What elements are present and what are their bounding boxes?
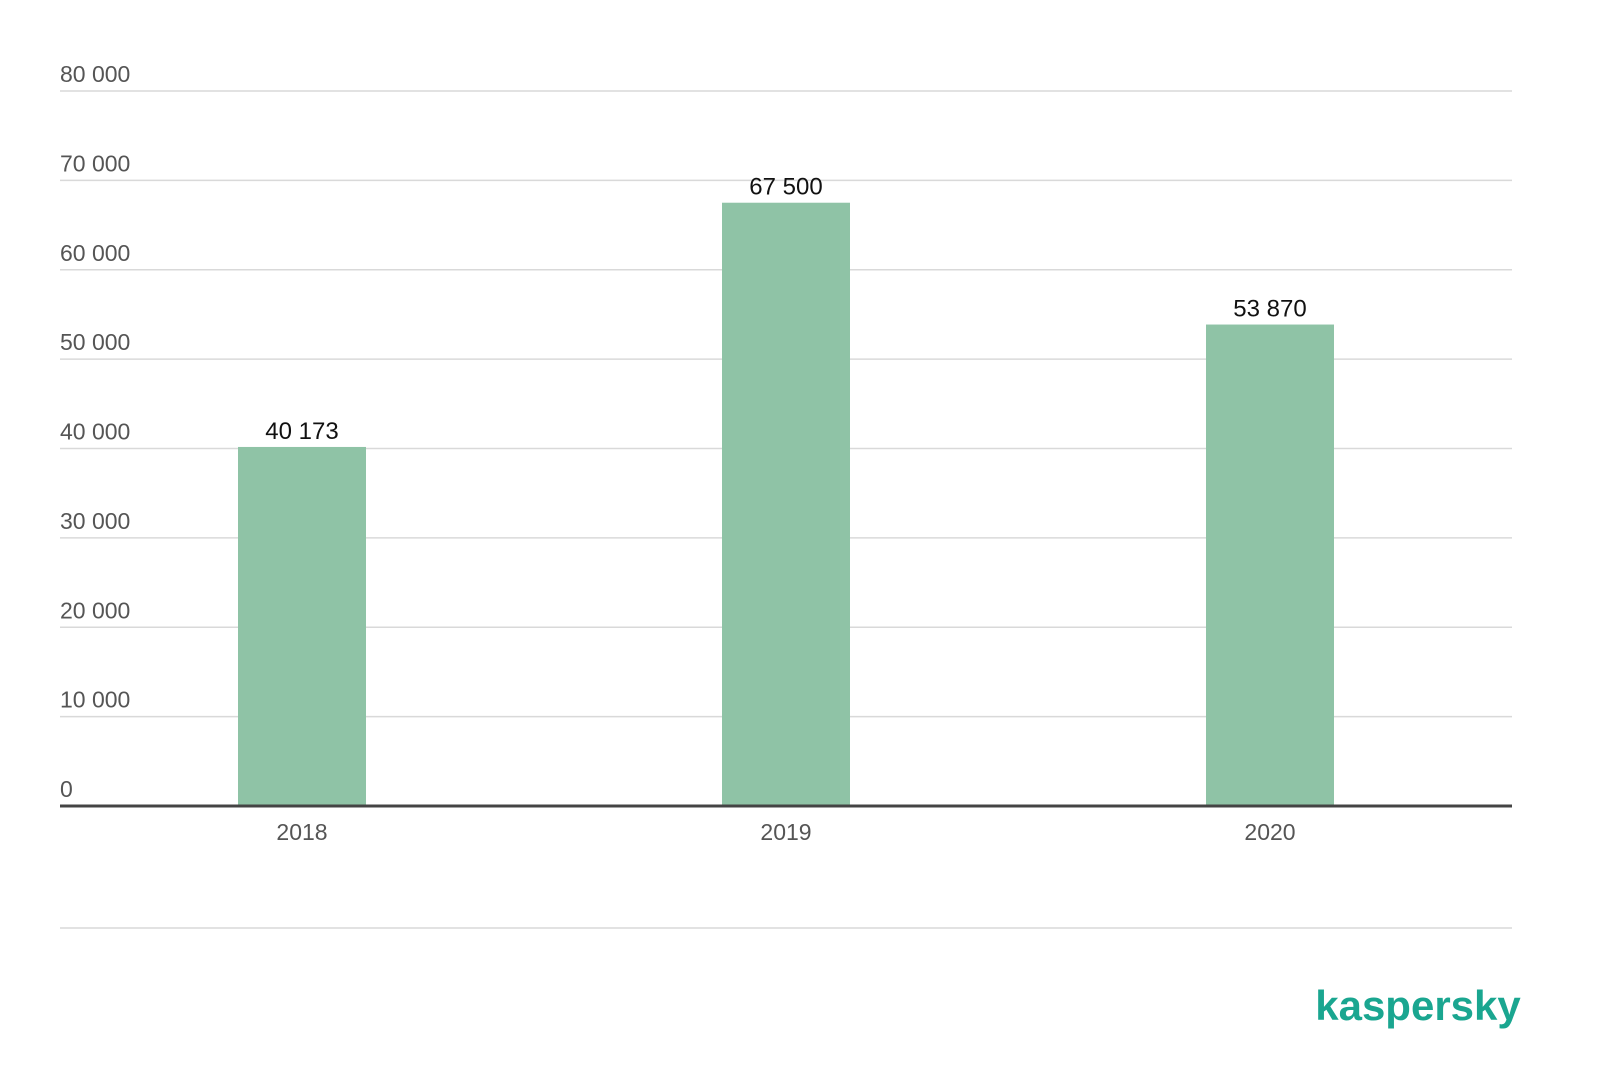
- y-tick-label: 70 000: [60, 150, 130, 176]
- bar-value-label: 67 500: [749, 174, 822, 201]
- bar: [238, 446, 366, 806]
- bar-data-labels: 40 173 67 500 53 870: [265, 174, 1306, 445]
- x-tick-label: 2019: [760, 819, 811, 845]
- bar-value-label: 40 173: [265, 418, 338, 445]
- y-tick-label: 0: [60, 776, 73, 802]
- bar: [722, 202, 850, 806]
- bar: [1206, 324, 1334, 806]
- y-axis-tick-labels: 0 10 000 20 000 30 000 40 000 50 000 60 000 70 …: [60, 61, 130, 802]
- logo-wordmark: kaspersky: [1315, 982, 1521, 1029]
- bars: [238, 202, 1334, 806]
- kaspersky-logo: kaspersky: [1308, 980, 1528, 1040]
- bar-value-label: 53 870: [1233, 296, 1306, 323]
- x-axis-tick-labels: 2018 2019 2020: [276, 819, 1295, 845]
- y-tick-label: 60 000: [60, 240, 130, 266]
- y-tick-label: 40 000: [60, 419, 130, 445]
- y-tick-label: 50 000: [60, 329, 130, 355]
- y-tick-label: 10 000: [60, 687, 130, 713]
- y-tick-label: 80 000: [60, 61, 130, 87]
- x-tick-label: 2020: [1244, 819, 1295, 845]
- x-tick-label: 2018: [276, 819, 327, 845]
- y-tick-label: 20 000: [60, 597, 130, 623]
- y-tick-label: 30 000: [60, 508, 130, 534]
